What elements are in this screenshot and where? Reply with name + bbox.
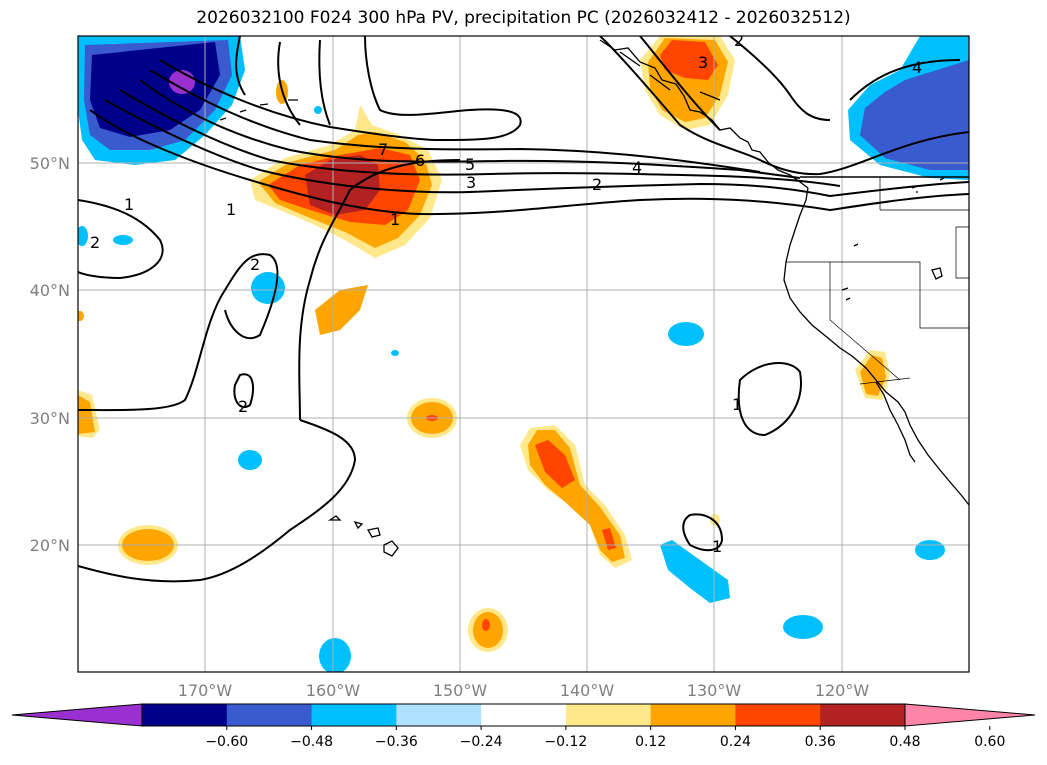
contour-label: 1 [732, 395, 742, 414]
contour-label: 1 [712, 537, 722, 556]
colorbar-segment [565, 704, 652, 726]
latitude-labels: 50°N 40°N 30°N 20°N [30, 154, 70, 555]
contour-label: 3 [466, 173, 476, 192]
colorbar-tick-label: 0.12 [635, 734, 666, 750]
longitude-labels: 170°W 160°W 150°W 140°W 130°W 120°W [178, 681, 870, 700]
colorbar-extend-high [904, 703, 1036, 727]
lon-label: 120°W [815, 681, 870, 700]
colorbar-segment [481, 704, 567, 726]
lon-label: 160°W [306, 681, 361, 700]
colorbar-tick-label: −0.24 [460, 734, 503, 750]
colorbar-tick-label: 0.60 [974, 734, 1005, 750]
colorbar-tick-label: −0.48 [290, 734, 333, 750]
colorbar-tick-label: −0.12 [544, 734, 587, 750]
colorbar-frame [141, 703, 906, 727]
contour-label: 5 [465, 155, 475, 174]
pv-contours [78, 36, 969, 583]
colorbar-segment [226, 704, 313, 726]
lon-label: 130°W [687, 681, 742, 700]
lat-label: 50°N [30, 154, 70, 173]
contour-label: 2 [238, 397, 248, 416]
colorbar-tick-label: 0.36 [805, 734, 836, 750]
contour-label: 2 [592, 175, 602, 194]
colorbar-segment [396, 704, 482, 726]
contour-label: 6 [415, 151, 425, 170]
lon-label: 150°W [433, 681, 488, 700]
contour-label: 4 [632, 158, 642, 177]
lon-label: 170°W [178, 681, 233, 700]
lat-label: 20°N [30, 536, 70, 555]
contour-label: 7 [378, 140, 388, 159]
negative-precip-anomaly-areas [78, 36, 969, 672]
colorbar-segment [735, 704, 821, 726]
colorbar-segment [311, 704, 397, 726]
contour-label: 2 [734, 31, 744, 50]
contour-label: 1 [390, 210, 400, 229]
colorbar-segment [650, 704, 736, 726]
colorbar-extend-low [11, 703, 143, 727]
lat-label: 30°N [30, 409, 70, 428]
colorbar-segment [820, 704, 906, 726]
contour-labels: 1 1 2 2 3 4 5 6 7 1 2 3 4 1 1 2 2 [90, 31, 922, 556]
colorbar-tick-label: 0.48 [889, 734, 920, 750]
lon-label: 140°W [560, 681, 615, 700]
colorbar-segment [142, 704, 228, 726]
map-title: 2026032100 F024 300 hPa PV, precipitatio… [196, 8, 851, 28]
contour-label: 3 [698, 53, 708, 72]
colorbar-tick-label: −0.60 [205, 734, 248, 750]
colorbar-tick-label: 0.24 [720, 734, 751, 750]
map-frame [77, 35, 970, 673]
contour-label: 2 [90, 233, 100, 252]
lat-label: 40°N [30, 281, 70, 300]
contour-label: 1 [124, 195, 134, 214]
map-plot-area: 1 1 2 2 3 4 5 6 7 1 2 3 4 1 1 2 2 [78, 31, 969, 672]
contour-label: 1 [226, 200, 236, 219]
contour-label: 2 [250, 255, 260, 274]
contour-label: 4 [912, 58, 922, 77]
colorbar: −0.60 −0.48 −0.36 −0.24 −0.12 0.12 0.24 0.36 0.4… [11, 703, 1036, 750]
colorbar-tick-label: −0.36 [375, 734, 418, 750]
